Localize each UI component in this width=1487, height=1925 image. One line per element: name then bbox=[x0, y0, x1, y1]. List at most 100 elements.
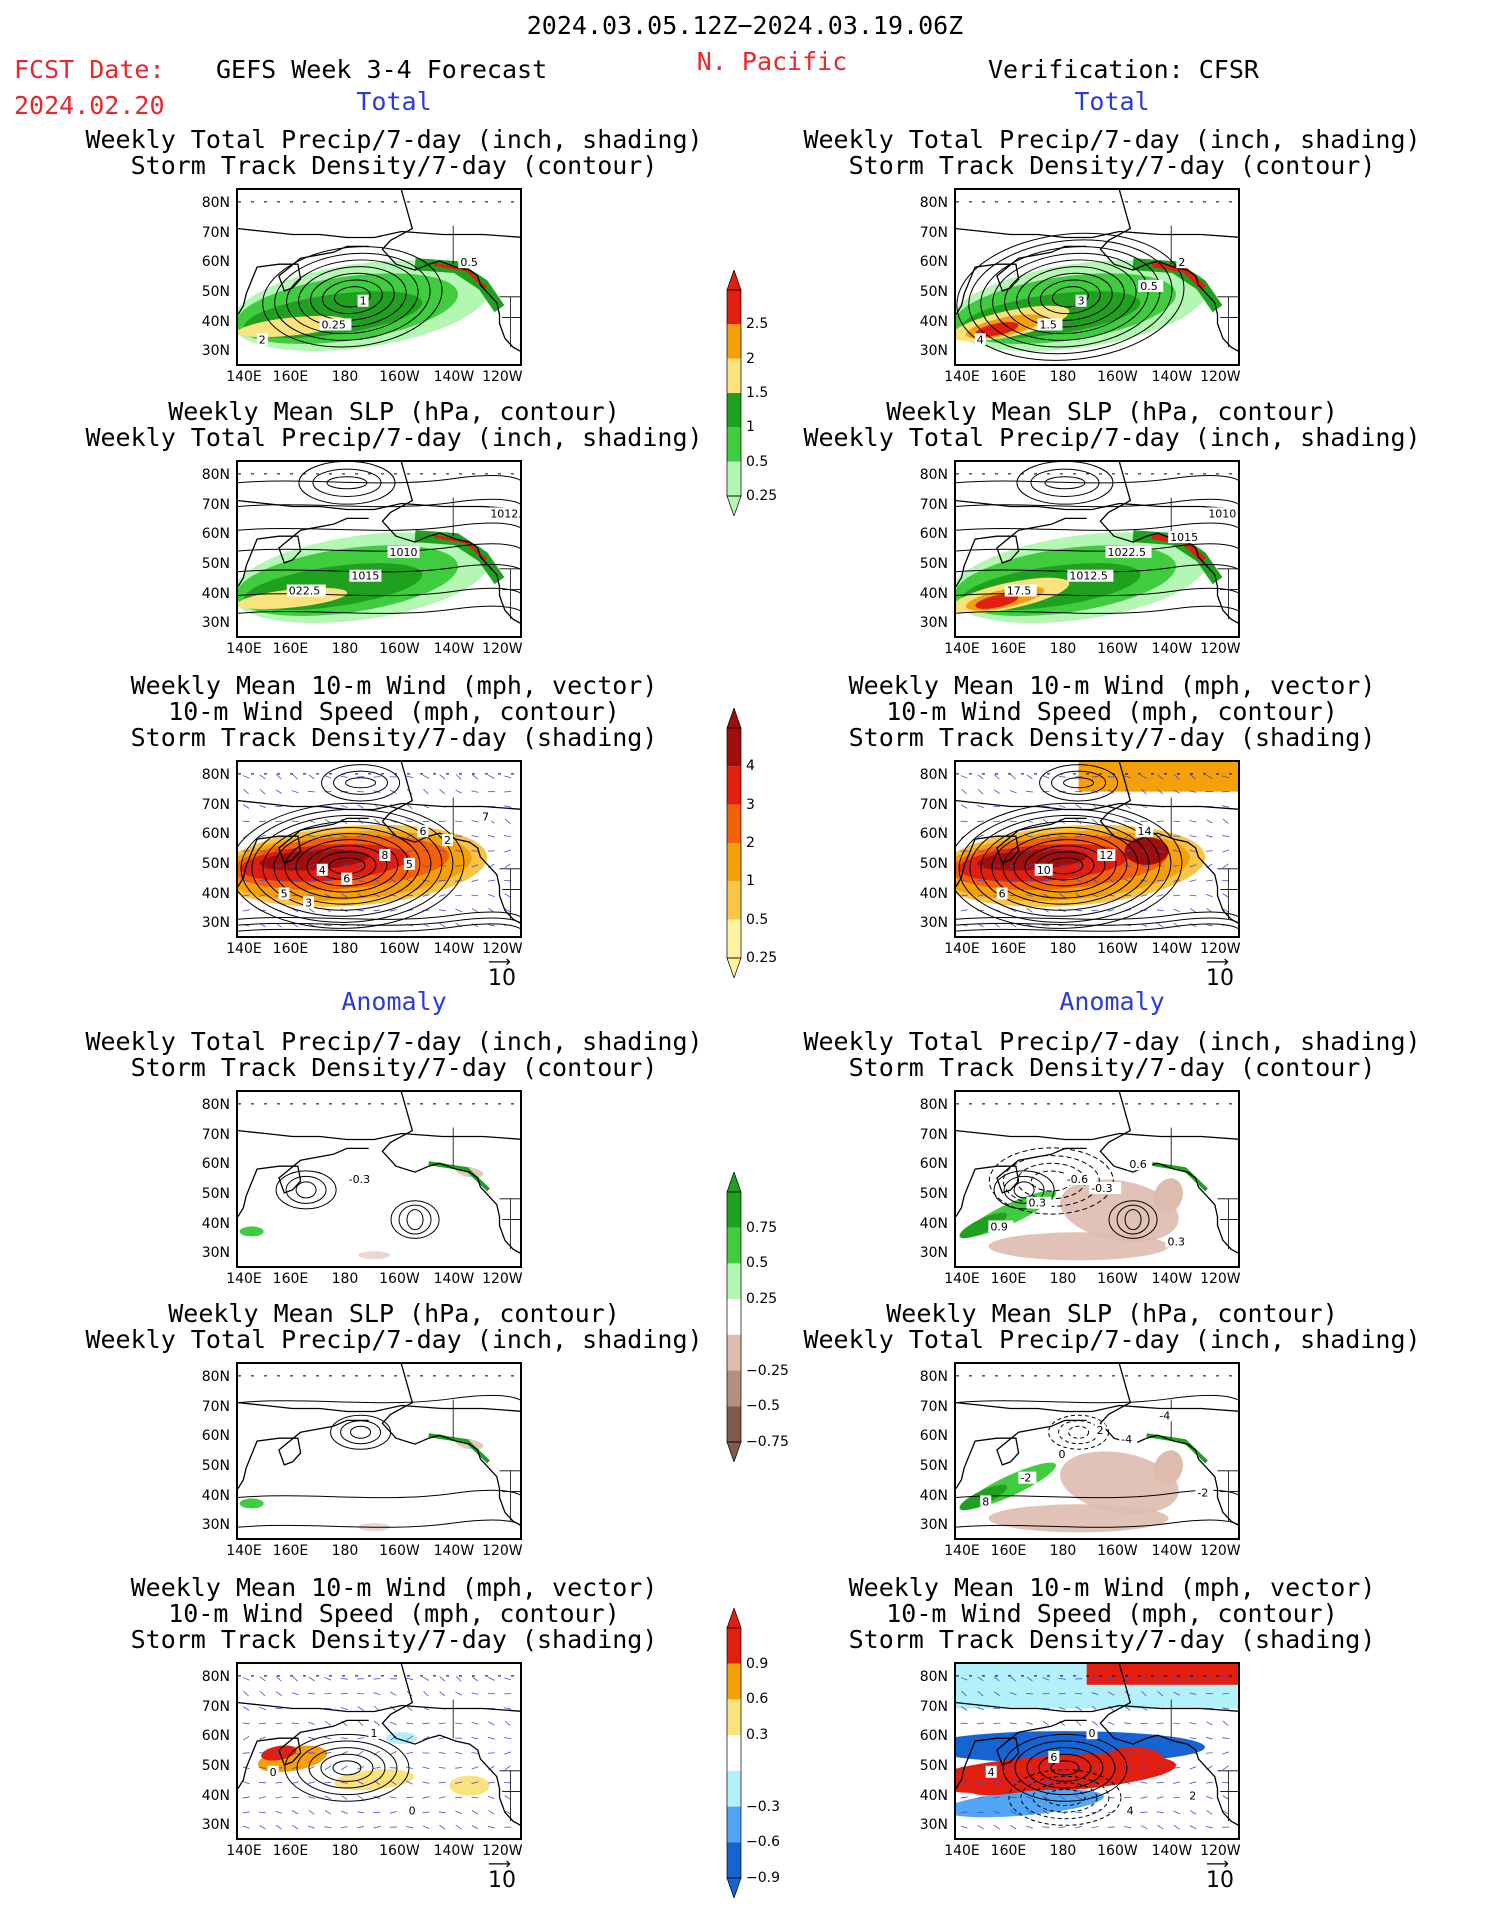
lon-tick: 160W bbox=[379, 1843, 420, 1859]
lon-tick: 160W bbox=[1097, 941, 1138, 957]
lon-tick: 140W bbox=[433, 941, 475, 957]
lat-tick: 40N bbox=[919, 313, 948, 330]
lat-tick: 40N bbox=[201, 313, 230, 330]
lon-tick: 180 bbox=[331, 369, 359, 385]
colorbar-label: −0.6 bbox=[746, 1834, 780, 1851]
panel-title: Weekly Total Precip/7-day (inch, shading… bbox=[85, 1325, 703, 1354]
contour-label: -4 bbox=[1121, 1433, 1132, 1446]
lon-tick: 140W bbox=[1151, 1543, 1193, 1559]
lat-tick: 80N bbox=[201, 1668, 230, 1685]
colorbar-label: −0.25 bbox=[746, 1362, 789, 1379]
lon-tick: 160E bbox=[990, 1271, 1027, 1287]
lon-tick: 160W bbox=[1097, 1271, 1138, 1287]
contour-label: 5 bbox=[281, 888, 288, 901]
contour-label: 1015 bbox=[1170, 531, 1198, 544]
contour-label: -2 bbox=[1197, 1487, 1208, 1500]
total-wind_storm-map-verification: 10 14 6 12 bbox=[954, 760, 1240, 938]
contour-label: 1 bbox=[370, 1727, 377, 1740]
colorbar-segment bbox=[727, 1735, 741, 1771]
lat-tick: 30N bbox=[919, 1517, 948, 1534]
lat-tick: 80N bbox=[201, 466, 230, 483]
colorbar-segment bbox=[727, 919, 741, 958]
lon-tick: 140E bbox=[944, 641, 980, 657]
colorbar-segment bbox=[727, 290, 741, 325]
lon-tick: 140E bbox=[226, 641, 262, 657]
contour-label: 2 bbox=[1189, 1790, 1196, 1803]
lon-tick: 120W bbox=[1200, 1271, 1241, 1287]
section-anomaly-right: Anomaly bbox=[1059, 987, 1165, 1016]
colorbar-label: −0.75 bbox=[746, 1434, 789, 1450]
lat-tick: 30N bbox=[201, 1817, 230, 1834]
contour-label: 1 bbox=[360, 295, 367, 308]
lat-tick: 60N bbox=[919, 826, 948, 843]
lon-tick: 180 bbox=[1049, 641, 1077, 657]
panel-title: Weekly Total Precip/7-day (inch, shading… bbox=[803, 125, 1421, 154]
lat-tick: 80N bbox=[201, 194, 230, 211]
lon-tick: 120W bbox=[482, 1843, 523, 1859]
lat-tick: 40N bbox=[201, 1787, 230, 1804]
vector-arrow-icon: ⟶ bbox=[1206, 952, 1229, 971]
lat-tick: 60N bbox=[919, 1728, 948, 1745]
lat-tick: 80N bbox=[201, 1096, 230, 1113]
lat-tick: 50N bbox=[919, 855, 948, 872]
lat-tick: 40N bbox=[201, 1487, 230, 1504]
lat-tick: 60N bbox=[201, 1728, 230, 1745]
lon-tick: 120W bbox=[482, 369, 523, 385]
lon-tick: 140W bbox=[433, 1843, 475, 1859]
contour-label: 7 bbox=[482, 810, 489, 823]
lon-tick: 120W bbox=[1200, 641, 1241, 657]
colorbar-segment bbox=[727, 1770, 741, 1807]
lon-tick: 180 bbox=[331, 1543, 359, 1559]
contour-label: 0.3 bbox=[1029, 1197, 1047, 1210]
lon-tick: 180 bbox=[1049, 1271, 1077, 1287]
colorbar-label: 0.25 bbox=[746, 1291, 778, 1308]
lat-tick: 40N bbox=[201, 1215, 230, 1232]
section-anomaly-left: Anomaly bbox=[341, 987, 447, 1016]
colorbar-label: −0.9 bbox=[746, 1870, 780, 1886]
panel-title: Weekly Total Precip/7-day (inch, shading… bbox=[85, 423, 703, 452]
lon-tick: 180 bbox=[1049, 1543, 1077, 1559]
lon-tick: 140W bbox=[433, 1543, 475, 1559]
colorbar-segment bbox=[727, 427, 741, 462]
contour-label: 6 bbox=[999, 888, 1006, 901]
colorbar-segment bbox=[727, 1227, 741, 1264]
colorbar-label: 0.3 bbox=[746, 1727, 769, 1744]
lat-tick: 70N bbox=[919, 796, 948, 813]
lat-tick: 30N bbox=[919, 343, 948, 360]
colorbar-label: 2.5 bbox=[746, 316, 769, 333]
lat-tick: 30N bbox=[201, 615, 230, 632]
contour-label: 2 bbox=[1097, 1424, 1104, 1437]
panel-title: Weekly Total Precip/7-day (inch, shading… bbox=[85, 125, 703, 154]
lat-tick: 30N bbox=[919, 615, 948, 632]
panel-title: Storm Track Density/7-day (contour) bbox=[130, 151, 658, 180]
lon-tick: 160E bbox=[990, 1543, 1027, 1559]
colorbar-label: 0.9 bbox=[746, 1655, 769, 1672]
lon-tick: 140E bbox=[226, 1543, 262, 1559]
colorbar-label: −0.3 bbox=[746, 1798, 780, 1815]
lon-tick: 120W bbox=[482, 1543, 523, 1559]
section-total-left: Total bbox=[356, 87, 432, 116]
panel-title: Weekly Mean 10-m Wind (mph, vector) bbox=[848, 671, 1376, 700]
vector-scale-value: 10 bbox=[488, 966, 516, 991]
contour-label: 10 bbox=[1037, 864, 1051, 877]
lat-tick: 40N bbox=[201, 885, 230, 902]
lon-tick: 160E bbox=[990, 641, 1027, 657]
lon-tick: 120W bbox=[482, 1271, 523, 1287]
contour-label: 1.5 bbox=[1039, 318, 1057, 331]
lon-tick: 180 bbox=[331, 1843, 359, 1859]
anomaly-slp_precip-map-verification: 2 -2 0 -4 -2 -4 8 bbox=[954, 1362, 1240, 1540]
lon-tick: 160W bbox=[379, 369, 420, 385]
colorbar-segment bbox=[727, 881, 741, 920]
contour-label: 0.5 bbox=[1140, 280, 1158, 293]
lon-tick: 140W bbox=[1151, 1843, 1193, 1859]
contour-label: 0.5 bbox=[460, 256, 478, 269]
lon-tick: 120W bbox=[1200, 1843, 1241, 1859]
lat-tick: 30N bbox=[201, 1517, 230, 1534]
contour-label: 0 bbox=[1059, 1448, 1066, 1461]
lon-tick: 140E bbox=[226, 369, 262, 385]
panel-title: Storm Track Density/7-day (shading) bbox=[848, 723, 1376, 752]
lat-tick: 70N bbox=[919, 1126, 948, 1143]
vector-arrow-icon: ⟶ bbox=[488, 952, 511, 971]
contour-label: 1010 bbox=[1208, 507, 1236, 520]
lat-tick: 60N bbox=[919, 1428, 948, 1445]
